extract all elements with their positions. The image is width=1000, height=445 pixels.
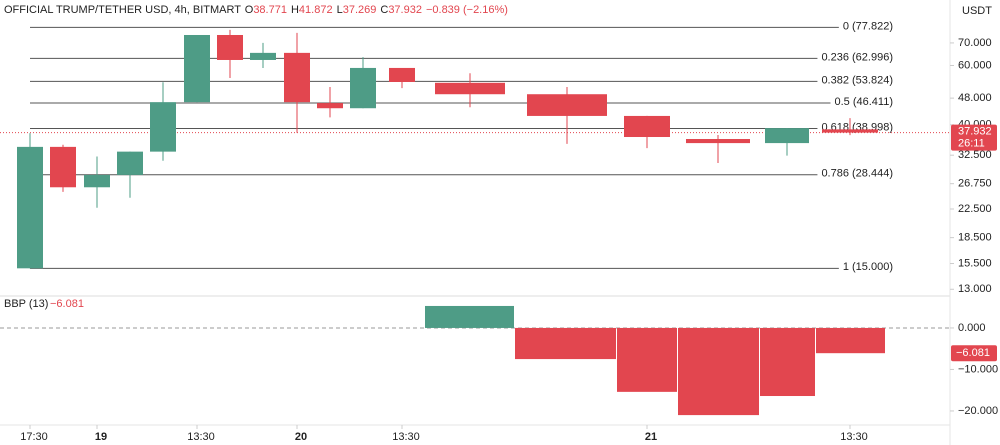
fib-label: 0.5 (46.411) <box>834 96 893 108</box>
candle-body <box>50 146 76 188</box>
ohlc-label: C <box>380 4 388 16</box>
candle-body <box>350 67 376 109</box>
bbp-bar <box>760 327 815 397</box>
bbp-bar <box>678 327 759 416</box>
y-tick-label: 60.000 <box>958 59 992 71</box>
x-tick-label: 13:30 <box>392 431 420 443</box>
header: OFFICIAL TRUMP/TETHER USD, 4h, BITMART O3… <box>4 4 508 16</box>
y-tick-label: 48.000 <box>958 92 992 104</box>
candle-body <box>435 82 505 95</box>
fib-label: 1 (15.000) <box>843 261 893 273</box>
candle-body <box>317 103 343 109</box>
countdown: 26:11 <box>958 137 985 149</box>
candle-body <box>284 52 310 103</box>
unit: USDT <box>962 5 992 17</box>
candle-body <box>389 67 415 82</box>
ohlc-label: H <box>291 4 299 16</box>
candle-body <box>17 146 43 269</box>
bbp-bar <box>816 327 885 354</box>
price-tag-value: 37.932 <box>958 125 992 137</box>
ohlc-value: 37.269 <box>343 4 377 16</box>
x-tick-label: 20 <box>295 431 307 443</box>
symbol-title: OFFICIAL TRUMP/TETHER USD, 4h, BITMART <box>4 4 241 16</box>
y-tick-label: 26.750 <box>958 178 992 190</box>
x-tick-label: 21 <box>645 431 657 443</box>
y-tick-label: 13.000 <box>958 283 992 295</box>
indicator-value: −6.081 <box>50 298 84 310</box>
candle-body <box>84 174 110 188</box>
change: −0.839 (−2.16%) <box>426 4 508 16</box>
y2-tick-label: −20.000 <box>958 405 998 417</box>
ohlc-label: O <box>245 4 254 16</box>
y2-tick-label: −10.000 <box>958 363 998 375</box>
fib-label: 0 (77.822) <box>843 20 893 32</box>
y-tick-label: 15.500 <box>958 257 992 269</box>
ohlc-label: L <box>337 4 343 16</box>
candle-body <box>184 34 210 103</box>
ohlc-value: 38.771 <box>253 4 287 16</box>
bbp-tag <box>951 345 997 362</box>
bbp-bar <box>425 305 514 328</box>
candle-body <box>822 129 878 133</box>
bbp-bar <box>515 327 616 360</box>
price-tag <box>951 124 997 151</box>
bbp-tag-value: −6.081 <box>956 347 990 359</box>
candle-body <box>686 139 750 144</box>
ohlc-value: 41.872 <box>299 4 333 16</box>
fib-label: 0.382 (53.824) <box>821 74 893 86</box>
y-tick-label: 32.500 <box>958 149 992 161</box>
fib-label: 0.786 (28.444) <box>821 168 893 180</box>
x-tick-label: 13:30 <box>187 431 215 443</box>
y-tick-label: 70.000 <box>958 37 992 49</box>
candle-body <box>150 102 176 152</box>
indicator-title: BBP (13) <box>4 298 48 310</box>
x-tick-label: 13:30 <box>840 431 868 443</box>
candle-body <box>527 94 607 116</box>
y-tick-label: 22.500 <box>958 203 992 215</box>
fib-label: 0.236 (62.996) <box>821 51 893 63</box>
bbp-bar <box>617 327 677 392</box>
ohlc-value: 37.932 <box>388 4 422 16</box>
candle-body <box>624 115 670 138</box>
y-tick-label: 18.500 <box>958 232 992 244</box>
x-tick-label: 19 <box>95 431 107 443</box>
y2-tick-label: 0.000 <box>958 322 986 334</box>
candle-body <box>117 151 143 175</box>
candle-body <box>250 52 276 60</box>
candle-body <box>217 34 243 60</box>
x-tick-label: 17:30 <box>20 431 48 443</box>
candle-body <box>765 128 809 144</box>
